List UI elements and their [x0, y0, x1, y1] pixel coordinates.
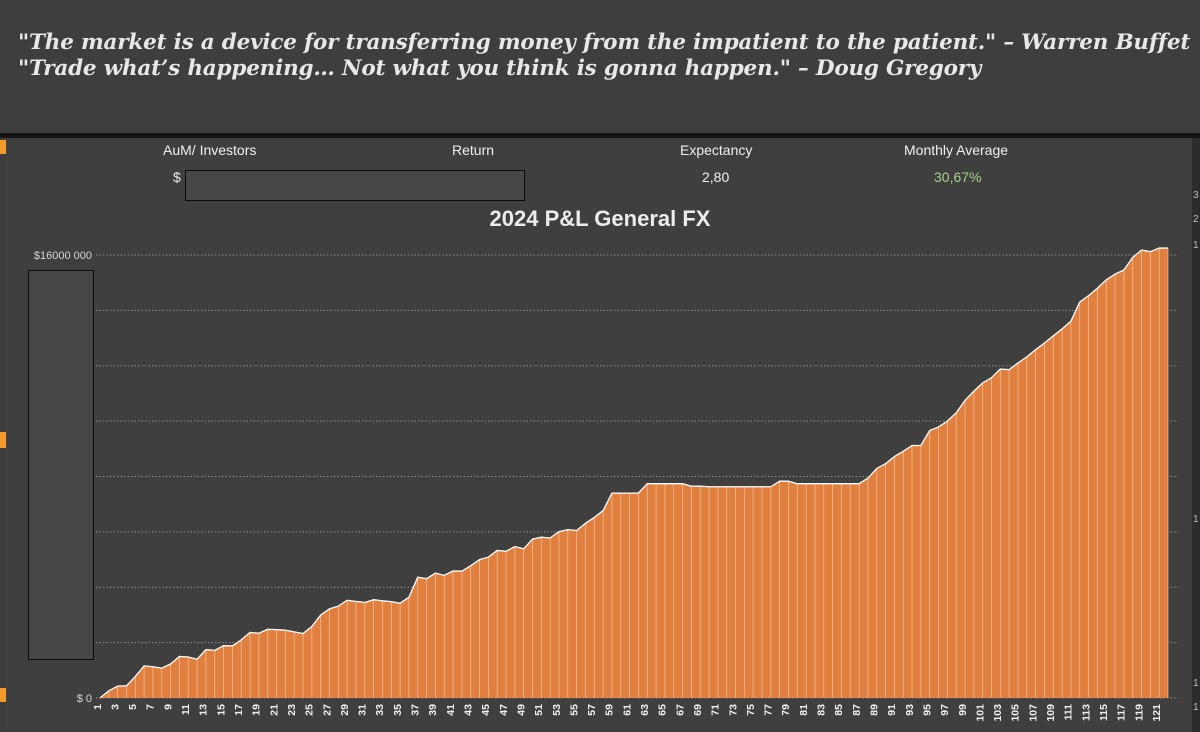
x-tick-label: 25	[304, 704, 316, 716]
x-tick-label: 121	[1151, 704, 1163, 722]
left-accent-tab	[0, 140, 6, 154]
x-tick-label: 35	[392, 704, 404, 716]
x-tick-label: 109	[1045, 704, 1057, 722]
x-tick-label: 39	[427, 704, 439, 716]
x-tick-label: 79	[780, 704, 792, 716]
x-tick-label: 81	[798, 704, 810, 716]
expectancy-label: Expectancy	[680, 142, 753, 158]
x-tick-label: 97	[939, 704, 951, 716]
x-tick-label: 31	[357, 704, 369, 716]
right-edge-mark: 3	[1193, 190, 1199, 201]
quote-gregory: "Trade what’s happening… Not what you th…	[18, 56, 982, 81]
x-tick-label: 37	[410, 704, 422, 716]
x-tick-label: 29	[339, 704, 351, 716]
x-tick-label: 1	[92, 704, 104, 710]
x-tick-label: 13	[198, 704, 210, 716]
x-tick-label: 91	[886, 704, 898, 716]
x-tick-label: 69	[692, 704, 704, 716]
x-tick-label: 115	[1098, 704, 1110, 721]
left-accent-tab	[0, 432, 6, 448]
x-tick-label: 57	[586, 704, 598, 716]
x-tick-label: 5	[127, 704, 139, 710]
x-tick-label: 15	[215, 704, 227, 716]
x-tick-label: 111	[1063, 704, 1075, 721]
x-tick-label: 119	[1133, 704, 1145, 721]
x-tick-label: 95	[921, 704, 933, 716]
right-edge-mark: 1	[1193, 240, 1199, 251]
x-tick-label: 11	[180, 704, 192, 715]
right-edge-strip	[1192, 138, 1200, 732]
right-edge-mark: 2	[1193, 214, 1199, 225]
x-tick-label: 93	[904, 704, 916, 716]
redacted-axis-box	[28, 270, 94, 660]
x-tick-label: 47	[498, 704, 510, 716]
x-tick-label: 17	[233, 704, 245, 716]
x-tick-label: 63	[639, 704, 651, 716]
quote-banner: "The market is a device for transferring…	[0, 0, 1200, 133]
x-tick-label: 89	[869, 704, 881, 716]
redacted-aum-box	[185, 170, 525, 201]
monthly-average-label: Monthly Average	[904, 142, 1009, 158]
chart-title: 2024 P&L General FX	[489, 206, 711, 231]
x-tick-label: 103	[992, 704, 1004, 722]
y-tick-label: $ 0	[77, 693, 92, 705]
monthly-average-value: 30,67%	[934, 169, 982, 185]
y-tick-label: $16000 000	[34, 250, 92, 262]
x-tick-label: 49	[515, 704, 527, 716]
x-tick-label: 117	[1116, 704, 1128, 721]
x-tick-label: 85	[833, 704, 845, 716]
return-label: Return	[452, 142, 495, 158]
x-tick-label: 99	[957, 704, 969, 716]
x-tick-label: 73	[727, 704, 739, 716]
x-tick-label: 113	[1080, 704, 1092, 721]
pnl-line	[99, 247, 1168, 699]
x-tick-label: 41	[445, 704, 457, 716]
x-tick-label: 43	[462, 704, 474, 716]
x-tick-label: 45	[480, 704, 492, 716]
x-tick-label: 7	[145, 704, 157, 710]
x-tick-label: 53	[551, 704, 563, 716]
x-tick-label: 59	[604, 704, 616, 716]
x-tick-label: 77	[763, 704, 775, 716]
x-tick-label: 55	[568, 704, 580, 716]
x-tick-label: 105	[1010, 704, 1022, 722]
x-tick-label: 75	[745, 704, 757, 716]
left-accent-tab	[0, 688, 6, 702]
x-tick-label: 51	[533, 704, 545, 716]
x-tick-label: 67	[674, 704, 686, 716]
expectancy-value: 2,80	[702, 169, 730, 185]
x-tick-label: 9	[162, 704, 174, 710]
x-tick-label: 101	[974, 704, 986, 722]
divider-bar	[0, 133, 1200, 138]
x-tick-label: 83	[816, 704, 828, 716]
x-tick-label: 27	[321, 704, 333, 716]
quote-buffett: "The market is a device for transferring…	[18, 30, 1191, 55]
x-tick-label: 107	[1027, 704, 1039, 722]
bar-dividers	[108, 248, 1169, 698]
pnl-area	[100, 248, 1168, 698]
x-tick-label: 87	[851, 704, 863, 716]
x-tick-label: 21	[268, 704, 280, 716]
right-edge-mark: 1	[1193, 678, 1199, 689]
x-tick-label: 23	[286, 704, 298, 716]
right-edge-mark: 1	[1193, 514, 1199, 525]
aum-value: $	[173, 169, 181, 185]
aum-label: AuM/ Investors	[163, 142, 257, 158]
x-tick-label: 3	[109, 704, 121, 710]
x-tick-label: 65	[657, 704, 669, 716]
x-tick-label: 61	[621, 704, 633, 716]
right-edge-mark: 1	[1193, 702, 1199, 713]
x-tick-label: 71	[710, 704, 722, 716]
x-tick-label: 33	[374, 704, 386, 716]
x-tick-label: 19	[251, 704, 263, 716]
